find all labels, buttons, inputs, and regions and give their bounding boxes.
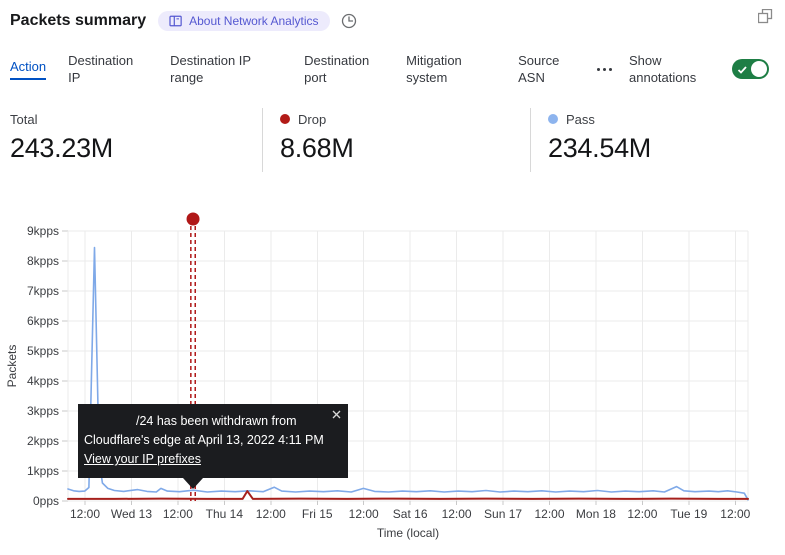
tab-mitigation-system[interactable]: Mitigation system xyxy=(406,53,462,85)
stat-total-label: Total xyxy=(10,111,38,127)
svg-text:9kpps: 9kpps xyxy=(27,224,59,238)
more-tabs-icon[interactable] xyxy=(595,63,614,76)
annotation-tooltip: /24 has been withdrawn from Cloudflare's… xyxy=(78,404,348,489)
svg-text:12:00: 12:00 xyxy=(534,507,564,521)
stat-total: Total 243.23M xyxy=(10,108,262,172)
packets-chart: 0pps 1kpps 2kpps 3kpps 4kpps 5kpps 6kpps 7kpps 8… xyxy=(5,212,751,540)
tab-list: Action Destination IP Destination IP range… xyxy=(10,52,572,86)
pass-line xyxy=(67,246,749,501)
tab-destination-port[interactable]: Destination port xyxy=(304,53,370,85)
drop-line xyxy=(67,490,749,500)
svg-text:Sat 16: Sat 16 xyxy=(393,507,428,521)
drop-legend-dot xyxy=(280,114,290,124)
svg-text:Thu 14: Thu 14 xyxy=(206,507,244,521)
show-annotations-label: Show annotations xyxy=(629,53,697,85)
tooltip-text-line1: /24 has been withdrawn from xyxy=(136,414,297,428)
stats-row: Total 243.23M Drop 8.68M Pass 234.54M xyxy=(10,108,785,172)
tooltip-text-line2: Cloudflare's edge at April 13, 2022 4:11… xyxy=(84,433,324,447)
stat-drop-value: 8.68M xyxy=(280,133,354,163)
svg-text:6kpps: 6kpps xyxy=(27,314,59,328)
pass-legend-dot xyxy=(548,114,558,124)
svg-text:7kpps: 7kpps xyxy=(27,284,59,298)
about-network-analytics-badge[interactable]: About Network Analytics xyxy=(158,11,330,31)
svg-text:Time (local): Time (local) xyxy=(377,526,439,540)
clock-icon[interactable] xyxy=(341,13,357,29)
tab-bar-right: Show annotations xyxy=(595,52,769,86)
svg-text:1kpps: 1kpps xyxy=(27,464,59,478)
svg-text:Tue 19: Tue 19 xyxy=(670,507,707,521)
card-header: Packets summary About Network Analytics xyxy=(10,8,773,34)
svg-text:12:00: 12:00 xyxy=(720,507,750,521)
check-icon xyxy=(737,66,747,74)
svg-text:3kpps: 3kpps xyxy=(27,404,59,418)
expand-icon[interactable] xyxy=(758,9,773,24)
svg-text:Fri 15: Fri 15 xyxy=(302,507,333,521)
svg-text:12:00: 12:00 xyxy=(70,507,100,521)
book-icon xyxy=(169,15,182,27)
close-icon[interactable] xyxy=(332,410,341,419)
tab-destination-ip[interactable]: Destination IP xyxy=(68,53,134,85)
stat-pass-label: Pass xyxy=(566,111,595,127)
stat-pass-value: 234.54M xyxy=(548,133,651,163)
tab-action[interactable]: Action xyxy=(10,58,47,80)
svg-text:12:00: 12:00 xyxy=(163,507,193,521)
stat-drop: Drop 8.68M xyxy=(262,108,530,172)
stat-total-value: 243.23M xyxy=(10,133,113,163)
svg-text:Sun 17: Sun 17 xyxy=(484,507,522,521)
svg-text:12:00: 12:00 xyxy=(627,507,657,521)
page-title: Packets summary xyxy=(10,12,147,29)
svg-text:Packets: Packets xyxy=(5,345,19,388)
svg-text:2kpps: 2kpps xyxy=(27,434,59,448)
svg-text:12:00: 12:00 xyxy=(442,507,472,521)
tab-bar: Action Destination IP Destination IP range… xyxy=(10,44,769,94)
badge-label: About Network Analytics xyxy=(189,14,319,28)
view-ip-prefixes-link[interactable]: View your IP prefixes xyxy=(84,452,201,466)
svg-text:5kpps: 5kpps xyxy=(27,344,59,358)
stat-pass: Pass 234.54M xyxy=(530,108,651,172)
stat-drop-label: Drop xyxy=(298,111,327,127)
svg-text:4kpps: 4kpps xyxy=(27,374,59,388)
toggle-knob xyxy=(751,61,767,77)
tab-destination-ip-range[interactable]: Destination IP range xyxy=(170,53,251,85)
annotation-dot[interactable] xyxy=(186,212,200,226)
svg-text:Wed 13: Wed 13 xyxy=(111,507,152,521)
svg-text:12:00: 12:00 xyxy=(349,507,379,521)
svg-text:8kpps: 8kpps xyxy=(27,254,59,268)
svg-text:12:00: 12:00 xyxy=(256,507,286,521)
svg-text:0pps: 0pps xyxy=(33,494,59,508)
tab-source-asn[interactable]: Source ASN xyxy=(518,53,560,85)
annotations-toggle[interactable] xyxy=(732,59,769,79)
svg-text:Mon 18: Mon 18 xyxy=(576,507,616,521)
